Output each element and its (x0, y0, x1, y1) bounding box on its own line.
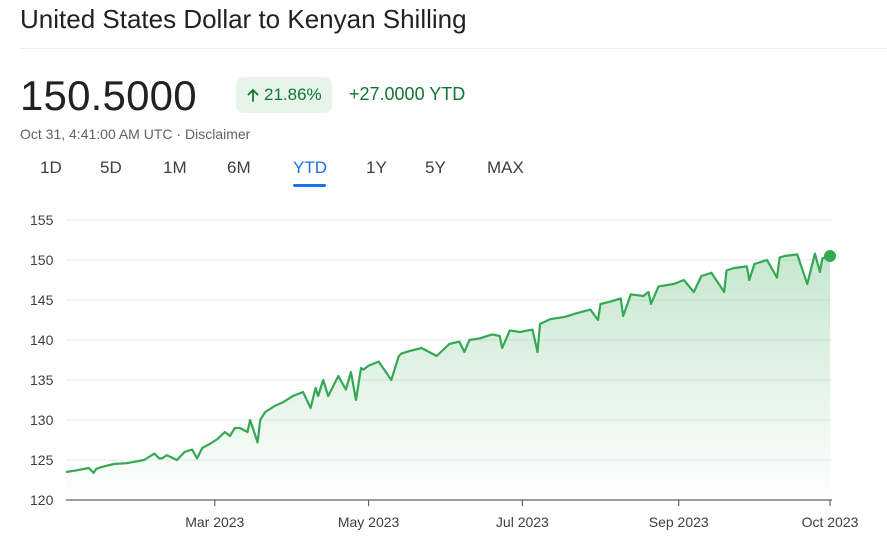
ytd-change: +27.0000 YTD (349, 84, 466, 104)
tab-max[interactable]: MAX (487, 158, 524, 177)
meta-separator: · (172, 126, 185, 142)
current-price-marker (824, 250, 836, 262)
y-tick-label: 135 (30, 372, 54, 388)
tab-1d[interactable]: 1D (40, 158, 62, 177)
price-area (66, 253, 830, 500)
tab-5d[interactable]: 5D (100, 158, 122, 177)
arrow-up-icon (247, 89, 259, 102)
disclaimer-link[interactable]: Disclaimer (184, 126, 251, 142)
header-divider (20, 48, 887, 49)
y-axis-ticks: 120 125 130 135 140 145 150 155 (30, 212, 54, 508)
y-tick-label: 155 (30, 212, 54, 228)
tab-ytd[interactable]: YTD (293, 158, 327, 177)
tab-1y[interactable]: 1Y (366, 158, 387, 177)
percent-change-value: 21.86% (264, 85, 322, 104)
page-title: United States Dollar to Kenyan Shilling (20, 4, 467, 34)
y-tick-label: 145 (30, 292, 54, 308)
tab-6m[interactable]: 6M (227, 158, 251, 177)
y-tick-label: 125 (30, 452, 54, 468)
x-tick-label: Sep 2023 (649, 514, 709, 530)
x-tick-label: May 2023 (338, 514, 400, 530)
y-tick-label: 140 (30, 332, 54, 348)
quote-meta: Oct 31, 4:41:00 AM UTC · Disclaimer (20, 126, 250, 142)
x-tick-label: Mar 2023 (185, 514, 244, 530)
current-price: 150.5000 (20, 72, 197, 119)
x-tick-label: Jul 2023 (496, 514, 549, 530)
tab-5y[interactable]: 5Y (425, 158, 446, 177)
y-tick-label: 120 (30, 492, 54, 508)
percent-change-badge: 21.86% (236, 77, 332, 113)
active-tab-indicator (293, 184, 326, 187)
timestamp: Oct 31, 4:41:00 AM UTC (20, 126, 173, 142)
x-tick-label: Oct 2023 (802, 514, 859, 530)
price-line (65, 252, 831, 474)
price-chart[interactable]: 120 125 130 135 140 145 150 155 Mar 2023 May 202… (0, 200, 887, 543)
x-axis-ticks: Mar 2023 May 2023 Jul 2023 Sep 2023 Oct 2023 (185, 500, 859, 530)
y-tick-label: 130 (30, 412, 54, 428)
y-tick-label: 150 (30, 252, 54, 268)
tab-1m[interactable]: 1M (163, 158, 187, 177)
